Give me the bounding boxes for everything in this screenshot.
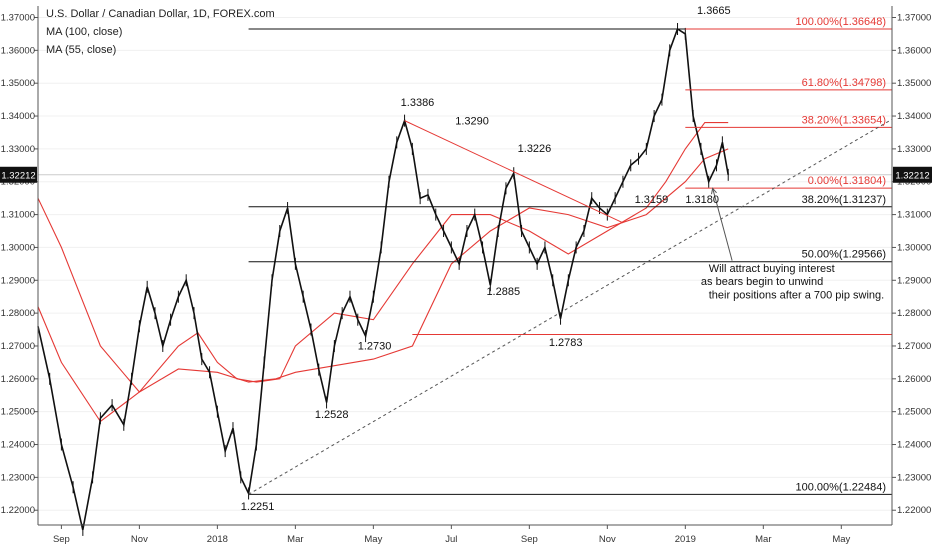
y-tick-label-left: 1.24000 <box>1 440 35 451</box>
price-series <box>37 22 729 536</box>
current-price-label-left: 1.32212 <box>1 170 35 181</box>
x-tick-label: Sep <box>521 534 538 545</box>
fib-level-label: 100.00%(1.36648) <box>795 16 886 28</box>
price-annotation: 1.2730 <box>358 340 392 352</box>
y-tick-label-right: 1.25000 <box>897 407 931 418</box>
y-tick-label-right: 1.30000 <box>897 242 931 253</box>
y-tick-label-left: 1.37000 <box>1 12 35 23</box>
y-tick-label-left: 1.27000 <box>1 341 35 352</box>
axes: 1.37000 1.37000 1.36000 1.36000 1.35000 1.350… <box>0 6 932 545</box>
y-tick-label-left: 1.23000 <box>1 472 35 483</box>
price-annotation: 1.3290 <box>455 115 489 127</box>
callout-arrow <box>712 188 733 261</box>
y-tick-label-right: 1.29000 <box>897 275 931 286</box>
current-price-tag-left <box>0 166 37 183</box>
price-annotation: as bears begin to unwind <box>701 276 823 288</box>
y-tick-label-left: 1.34000 <box>1 111 35 122</box>
level-line <box>404 120 624 224</box>
y-tick-label-right: 1.35000 <box>897 78 931 89</box>
annotations: 1.3665 1.3386 1.3290 1.3226 1.3159 1.3180 1.28… <box>241 5 884 513</box>
y-tick-label-left: 1.28000 <box>1 308 35 319</box>
y-tick-label-left: 1.36000 <box>1 45 35 56</box>
fib-labels: 100.00%(1.36648) 61.80%(1.34798) 38.20%(1.… <box>795 16 886 493</box>
price-annotation: Will attract buying interest <box>709 263 835 275</box>
x-tick-label: Mar <box>755 534 771 545</box>
y-tick-label-left: 1.22000 <box>1 505 35 516</box>
trendline-dashed <box>248 118 893 495</box>
y-tick-label-right: 1.23000 <box>897 472 931 483</box>
x-tick-label: Mar <box>287 534 303 545</box>
y-tick-label-right: 1.26000 <box>897 374 931 385</box>
fib-level-label: 50.00%(1.29566) <box>802 249 886 261</box>
price-annotation: 1.2783 <box>549 337 583 349</box>
y-tick-label-right: 1.37000 <box>897 12 931 23</box>
y-tick-label-left: 1.33000 <box>1 144 35 155</box>
ma-line-55 <box>37 122 729 423</box>
price-annotation: 1.2251 <box>241 501 275 513</box>
y-tick-label-right: 1.31000 <box>897 210 931 221</box>
x-tick-label: Nov <box>131 534 148 545</box>
fib-level-label: 61.80%(1.34798) <box>802 77 886 89</box>
y-tick-label-right: 1.22000 <box>897 505 931 516</box>
fib-level-label: 38.20%(1.33654) <box>802 114 886 126</box>
y-tick-label-right: 1.24000 <box>897 440 931 451</box>
fib-level-label: 100.00%(1.22484) <box>795 481 886 493</box>
legend-symbol: U.S. Dollar / Canadian Dollar, 1D, FOREX… <box>46 8 275 20</box>
x-tick-label: May <box>364 534 382 545</box>
drawing-lines <box>248 28 893 495</box>
price-annotation: 1.3180 <box>685 194 719 206</box>
y-tick-label-left: 1.35000 <box>1 78 35 89</box>
ma-line-100 <box>37 148 729 393</box>
x-tick-label: Nov <box>599 534 616 545</box>
x-tick-label: May <box>832 534 850 545</box>
x-tick-label: Sep <box>53 534 70 545</box>
price-annotation: 1.3386 <box>401 97 435 109</box>
price-annotation: 1.3665 <box>697 5 731 17</box>
price-annotation: 1.2885 <box>486 286 520 298</box>
fib-level-label: 38.20%(1.31237) <box>802 194 886 206</box>
price-annotation: their positions after a 700 pip swing. <box>709 289 885 301</box>
y-tick-label-left: 1.29000 <box>1 275 35 286</box>
y-tick-label-left: 1.31000 <box>1 210 35 221</box>
y-tick-label-right: 1.36000 <box>897 45 931 56</box>
fib-level-label: 0.00%(1.31804) <box>808 175 886 187</box>
y-tick-label-left: 1.30000 <box>1 242 35 253</box>
legend-ma-100: MA (100, close) <box>46 26 122 38</box>
x-tick-label: 2018 <box>207 534 228 545</box>
y-tick-label-left: 1.25000 <box>1 407 35 418</box>
y-tick-label-right: 1.28000 <box>897 308 931 319</box>
price-annotation: 1.3226 <box>518 143 552 155</box>
current-price-label-right: 1.32212 <box>895 170 929 181</box>
y-tick-label-right: 1.33000 <box>897 144 931 155</box>
price-annotation: 1.3159 <box>635 194 669 206</box>
x-tick-label: 2019 <box>675 534 696 545</box>
current-price-tag-right <box>893 166 932 183</box>
callout-arrowhead <box>711 187 717 195</box>
legend-ma-55: MA (55, close) <box>46 44 116 56</box>
y-tick-label-right: 1.27000 <box>897 341 931 352</box>
chart-legend: U.S. Dollar / Canadian Dollar, 1D, FOREX… <box>46 8 275 56</box>
y-tick-label-left: 1.26000 <box>1 374 35 385</box>
price-annotation: 1.2528 <box>315 409 349 421</box>
y-tick-label-right: 1.34000 <box>897 111 931 122</box>
x-tick-label: Jul <box>445 534 457 545</box>
grid <box>38 16 892 511</box>
moving-averages <box>37 122 729 423</box>
